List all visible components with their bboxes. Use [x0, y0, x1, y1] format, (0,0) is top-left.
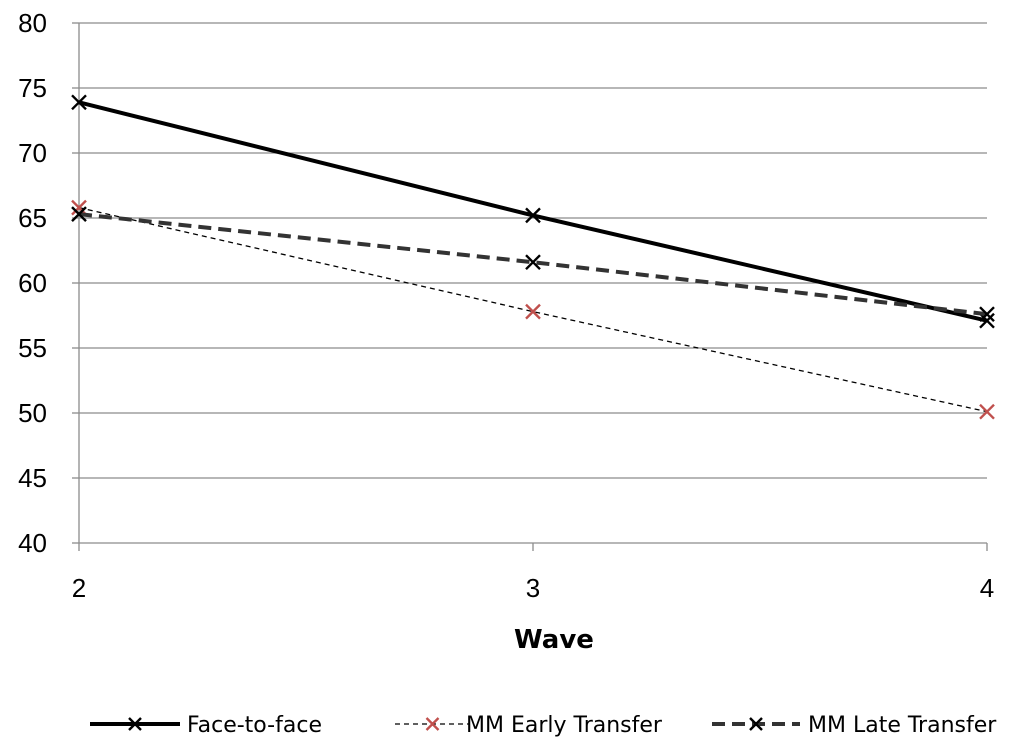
x-axis-title: Wave [514, 625, 594, 655]
legend-item-2: MM Late Transfer [712, 713, 997, 737]
legend-marker [425, 717, 440, 731]
legend: Face-to-face MM Early Transfer MM Late Tra… [90, 713, 997, 737]
y-tick-label: 60 [18, 268, 47, 298]
data-point-marker [71, 206, 87, 222]
y-tick-label: 80 [18, 8, 47, 38]
y-tick-label: 55 [18, 333, 47, 363]
data-point-marker [525, 303, 541, 320]
data-point-marker [525, 254, 541, 271]
data-point-marker [71, 199, 87, 216]
y-axis-ticks: 40 45 50 55 60 65 70 75 80 [18, 8, 79, 558]
legend-label: MM Late Transfer [808, 713, 997, 737]
series-0 [71, 94, 995, 329]
series-1 [71, 199, 995, 420]
series-layer [71, 94, 995, 420]
y-tick-label: 70 [18, 138, 47, 168]
data-point-marker [979, 306, 995, 323]
legend-label: Face-to-face [187, 713, 322, 737]
legend-marker [128, 717, 142, 731]
y-tick-label: 45 [18, 463, 47, 493]
legend-item-0: Face-to-face [90, 713, 322, 737]
series-line [78, 212, 988, 317]
legend-label: MM Early Transfer [466, 713, 663, 737]
data-point-marker [979, 403, 995, 420]
y-tick-label: 50 [18, 398, 47, 428]
x-tick-label: 3 [526, 573, 540, 603]
series-line [78, 100, 988, 323]
data-point-marker [71, 94, 87, 111]
legend-marker [749, 717, 763, 731]
gridlines [79, 22, 987, 479]
x-tick-label: 4 [980, 573, 994, 603]
series-line [78, 206, 988, 413]
data-point-marker [979, 312, 995, 329]
y-tick-label: 75 [18, 73, 47, 103]
x-axis-ticks: 2 3 4 [72, 543, 994, 603]
series-2 [71, 206, 995, 323]
y-tick-label: 65 [18, 203, 47, 233]
y-tick-label: 40 [18, 528, 47, 558]
data-point-marker [525, 207, 541, 224]
x-tick-label: 2 [72, 573, 86, 603]
legend-item-1: MM Early Transfer [395, 713, 663, 737]
